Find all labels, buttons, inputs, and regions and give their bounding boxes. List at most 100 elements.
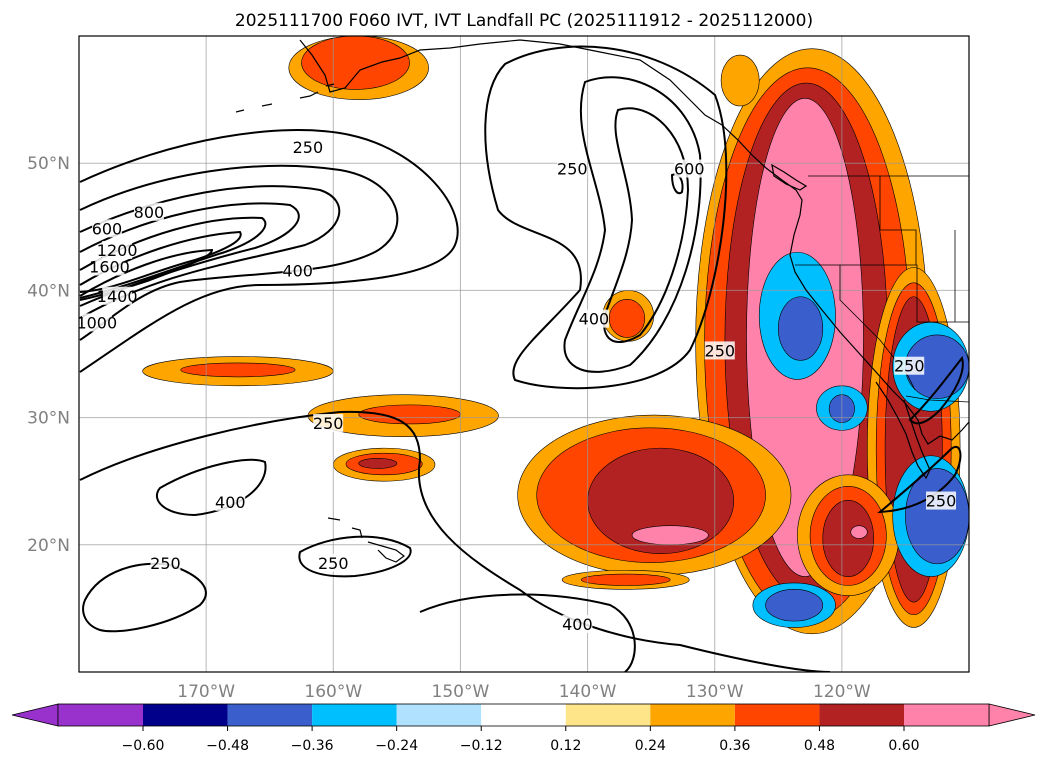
colorbar-cells: [11, 703, 1036, 727]
contour-label-12: 250: [313, 414, 344, 433]
contour-label-bg-6: [81, 313, 112, 332]
colorbar-frame: [57, 703, 990, 727]
pc-region-18: [180, 362, 296, 378]
pc-region-30: [765, 589, 824, 622]
colorbar-tick-3: −0.24: [375, 738, 418, 754]
contour-label-11: 250: [705, 341, 736, 360]
vancouver-island: [771, 163, 808, 191]
contour-label-bg-10: [578, 309, 609, 328]
colorbar-cell-8: [819, 704, 904, 726]
y-axis-ticks: 20°N 30°N 40°N 50°N: [27, 154, 70, 556]
mexico-border: [905, 395, 969, 403]
contour-400-north-pacific: [79, 164, 399, 341]
contour-600-north-pacific: [79, 185, 341, 319]
contour-label-7: 400: [282, 261, 313, 280]
colorbar-cell-6: [650, 704, 735, 726]
colorbar-cell-max: [904, 704, 989, 726]
contour-label-13: 400: [215, 493, 246, 512]
colorbar-cell-1: [227, 704, 313, 726]
hawaii-islands: [327, 517, 405, 563]
pc-fill-layer: [142, 36, 969, 635]
contour-250-southern-california: [908, 355, 964, 425]
colorbar: −0.60 −0.48 −0.36 −0.24 −0.12 0.12 0.24 0.36 0.4…: [11, 703, 1036, 754]
colorbar-cell-3: [396, 704, 482, 726]
contour-label-bg-15: [150, 553, 181, 572]
ivt-contours: [79, 45, 964, 672]
contour-label-6: 1000: [76, 313, 117, 332]
x-tick-3: 140°W: [559, 682, 617, 702]
chart-title: 2025111700 F060 IVT, IVT Landfall PC (20…: [235, 11, 813, 31]
contour-label-9: 600: [674, 160, 705, 179]
colorbar-extend-max: [988, 703, 1036, 727]
contour-label-1: 600: [92, 219, 123, 238]
colorbar-tick-2: −0.36: [291, 738, 334, 754]
coastlines: [235, 39, 969, 563]
contour-label-bg-16: [562, 614, 593, 633]
california-border: [795, 264, 969, 323]
contour-label-bg-13: [215, 492, 246, 511]
contour-label-3: 1200: [97, 241, 138, 260]
contour-250-gulf-ridge: [484, 45, 728, 390]
colorbar-cell-4: [481, 704, 566, 726]
pc-region-14: [850, 525, 868, 539]
colorbar-tick-9: 0.60: [888, 738, 919, 754]
contour-250-southwest-closed: [82, 562, 207, 633]
colorbar-cell-2: [312, 704, 397, 726]
colorbar-cell-0: [143, 704, 228, 726]
colorbar-tick-8: 0.48: [804, 738, 835, 754]
contour-label-14: 250: [318, 554, 349, 573]
contour-label-bg-8: [557, 159, 588, 178]
contour-label-bg-7: [282, 261, 313, 280]
contour-400-gulf-ridge: [563, 76, 702, 373]
x-tick-1: 160°W: [304, 682, 362, 702]
x-tick-4: 130°W: [686, 682, 744, 702]
alaska-islands: [235, 83, 335, 113]
contour-250-baja: [877, 445, 962, 514]
pc-region-21: [358, 458, 398, 469]
contour-label-bg-17: [894, 356, 925, 375]
contour-label-bg-5: [102, 286, 133, 305]
pc-region-25: [301, 36, 410, 90]
colorbar-tick-0: −0.60: [122, 738, 165, 754]
y-tick-1: 30°N: [27, 409, 70, 429]
contour-250-hawaii-closed: [298, 535, 412, 578]
colorbar-extend-min: [11, 703, 59, 727]
colorbar-tick-4: −0.12: [460, 738, 503, 754]
contour-label-17: 250: [894, 357, 925, 376]
contour-label-15: 250: [150, 554, 181, 573]
pc-region-23: [580, 573, 671, 586]
contour-label-bg-9: [674, 159, 705, 178]
baja-coastline: [875, 381, 931, 480]
pc-region-16: [358, 404, 461, 425]
state-borders: [795, 175, 969, 403]
contour-label-5: 1400: [97, 287, 138, 306]
north-america-coastline: [299, 39, 969, 445]
contour-1000-north-pacific: [79, 216, 267, 299]
contour-label-bg-2: [133, 202, 164, 221]
contour-label-4: 1600: [89, 258, 130, 277]
contour-label-8: 250: [557, 160, 588, 179]
colorbar-tick-6: 0.24: [635, 738, 666, 754]
colorbar-cell-7: [734, 704, 820, 726]
y-tick-3: 50°N: [27, 154, 70, 174]
contour-label-bg-11: [704, 341, 735, 360]
x-tick-5: 120°W: [813, 682, 871, 702]
idaho-border: [879, 176, 917, 265]
contour-label-bg-18: [926, 491, 957, 510]
contour-label-bg-3: [102, 240, 133, 259]
colorbar-tick-1: −0.48: [206, 738, 249, 754]
colorbar-cell-5: [565, 704, 651, 726]
contour-label-bg-0: [292, 137, 323, 156]
pc-region-26: [720, 54, 760, 107]
pc-region-13: [822, 499, 874, 577]
contour-label-bg-12: [313, 413, 344, 432]
y-tick-0: 20°N: [27, 536, 70, 556]
contour-250-north-pacific: [79, 129, 459, 373]
contour-label-0: 250: [293, 138, 324, 157]
x-axis-ticks: 170°W 160°W 150°W 140°W 130°W 120°W: [177, 682, 871, 702]
contour-400-south: [419, 593, 636, 672]
contour-label-10: 400: [579, 310, 610, 329]
contour-label-bg-14: [318, 553, 349, 572]
